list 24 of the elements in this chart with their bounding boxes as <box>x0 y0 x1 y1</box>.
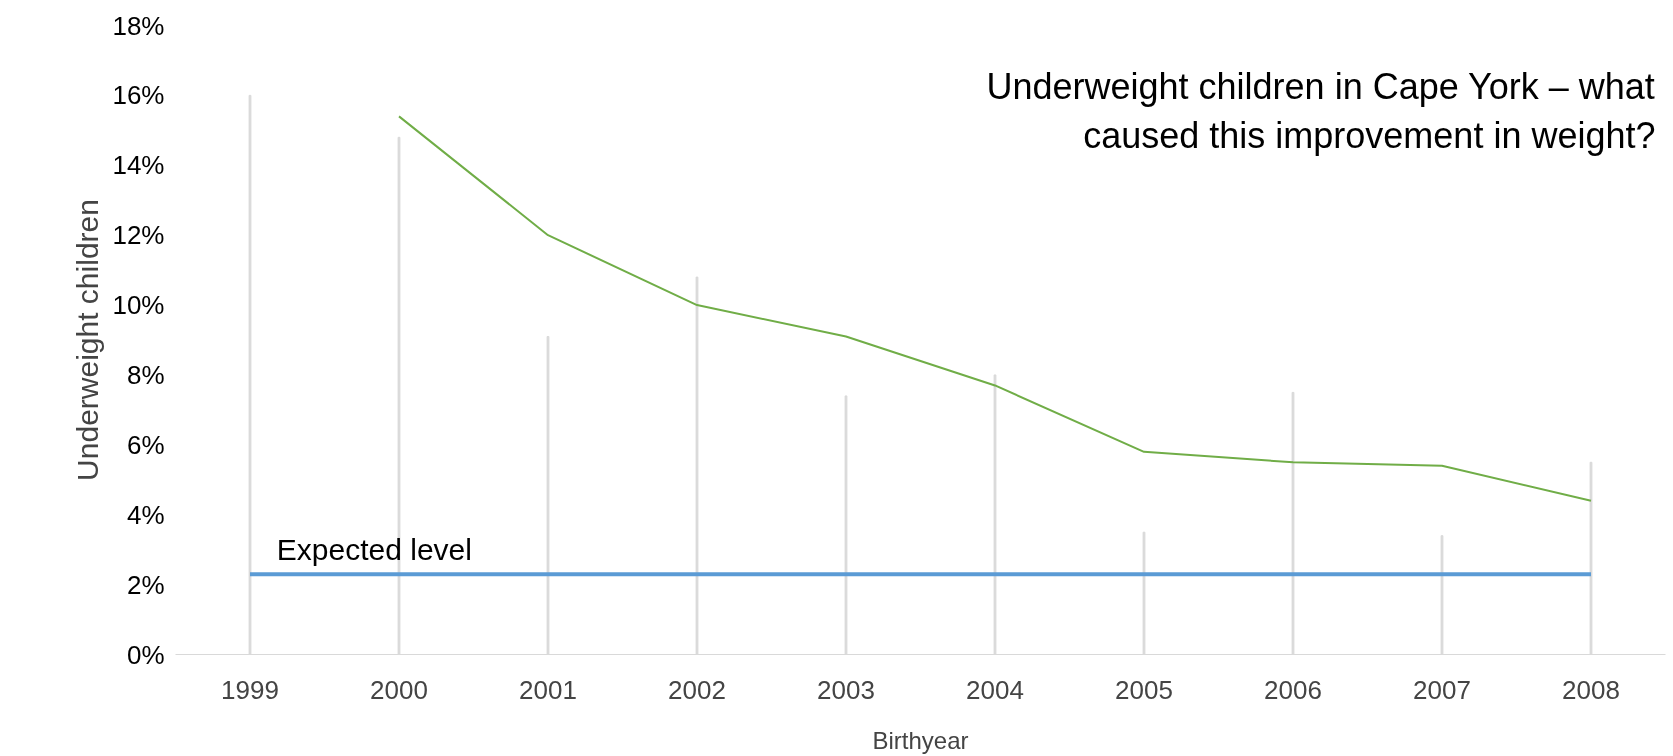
y-tick-label: 14% <box>112 150 165 181</box>
y-tick-label: 2% <box>126 569 165 600</box>
x-tick-label: 2006 <box>1264 674 1322 705</box>
x-tick-label: 2002 <box>668 674 726 705</box>
y-tick-label: 16% <box>112 80 165 111</box>
y-tick-label: 4% <box>126 499 165 530</box>
x-tick-label: 2000 <box>370 674 428 705</box>
x-tick-label: 2003 <box>817 674 875 705</box>
y-tick-label: 0% <box>126 639 165 670</box>
y-tick-label: 12% <box>112 220 165 251</box>
ref-line-label: Expected level <box>276 533 472 567</box>
y-tick-label: 10% <box>112 290 165 321</box>
y-tick-label: 8% <box>126 359 165 390</box>
x-tick-label: 2005 <box>1115 674 1173 705</box>
x-tick-label: 2004 <box>966 674 1024 705</box>
x-tick-label: 1999 <box>221 674 279 705</box>
x-tick-label: 2008 <box>1562 674 1620 705</box>
x-tick-label: 2007 <box>1413 674 1471 705</box>
y-axis-title: Underweight children <box>71 199 105 481</box>
x-axis-title: Birthyear <box>872 726 969 754</box>
y-tick-label: 18% <box>112 10 165 41</box>
text: Underweight children in Cape York – what caused this improvement in weight? <box>986 65 1656 156</box>
x-tick-label: 2001 <box>519 674 577 705</box>
y-tick-label: 6% <box>126 429 165 460</box>
